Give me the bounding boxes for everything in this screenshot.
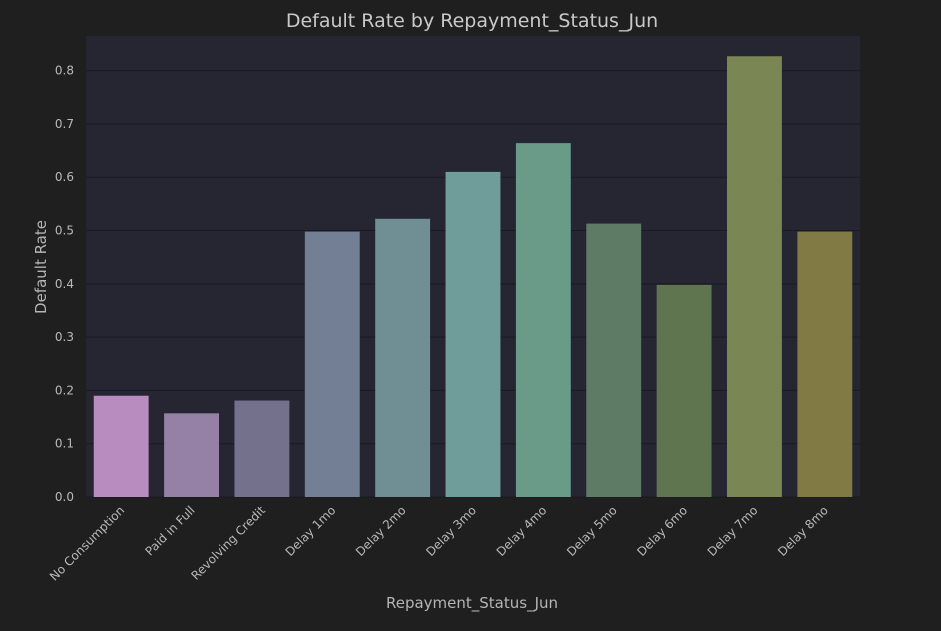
y-tick-label: 0.6 xyxy=(55,170,74,184)
y-tick-label: 0.5 xyxy=(55,224,74,238)
x-tick-label: Delay 6mo xyxy=(634,503,690,559)
bar xyxy=(586,223,642,497)
bar xyxy=(234,400,290,497)
bar xyxy=(93,395,149,497)
x-tick-label: Delay 4mo xyxy=(494,503,550,559)
y-tick-label: 0.4 xyxy=(55,277,74,291)
x-tick-label: Delay 1mo xyxy=(283,503,339,559)
chart-title: Default Rate by Repayment_Status_Jun xyxy=(286,10,658,32)
x-tick-label: Paid in Full xyxy=(142,503,197,558)
x-tick-label: Revolving Credit xyxy=(188,503,268,583)
x-axis-label: Repayment_Status_Jun xyxy=(386,594,558,613)
x-tick-label: Delay 8mo xyxy=(775,503,831,559)
bar xyxy=(797,231,853,497)
y-tick-label: 0.8 xyxy=(55,64,74,78)
y-axis-label: Default Rate xyxy=(32,220,50,314)
bar xyxy=(304,231,360,497)
bar xyxy=(727,56,782,498)
x-tick-label: Delay 5mo xyxy=(564,503,620,559)
y-tick-label: 0.1 xyxy=(55,437,74,451)
y-tick-label: 0.7 xyxy=(55,117,74,131)
y-tick-label: 0.0 xyxy=(55,490,74,504)
y-tick-labels: 0.0 0.1 0.2 0.3 0.4 0.5 0.6 0.7 0.8 xyxy=(55,64,74,504)
y-tick-label: 0.2 xyxy=(55,383,74,397)
x-tick-label: Delay 7mo xyxy=(705,503,761,559)
bar xyxy=(375,218,431,498)
x-tick-label: Delay 3mo xyxy=(423,503,479,559)
y-tick-label: 0.3 xyxy=(55,330,74,344)
bar xyxy=(656,284,712,497)
bars xyxy=(93,56,853,498)
bar xyxy=(164,413,219,497)
x-tick-label: Delay 2mo xyxy=(353,503,409,559)
bar xyxy=(515,143,571,497)
bar xyxy=(445,171,501,497)
x-tick-label: No Consumption xyxy=(47,503,127,583)
